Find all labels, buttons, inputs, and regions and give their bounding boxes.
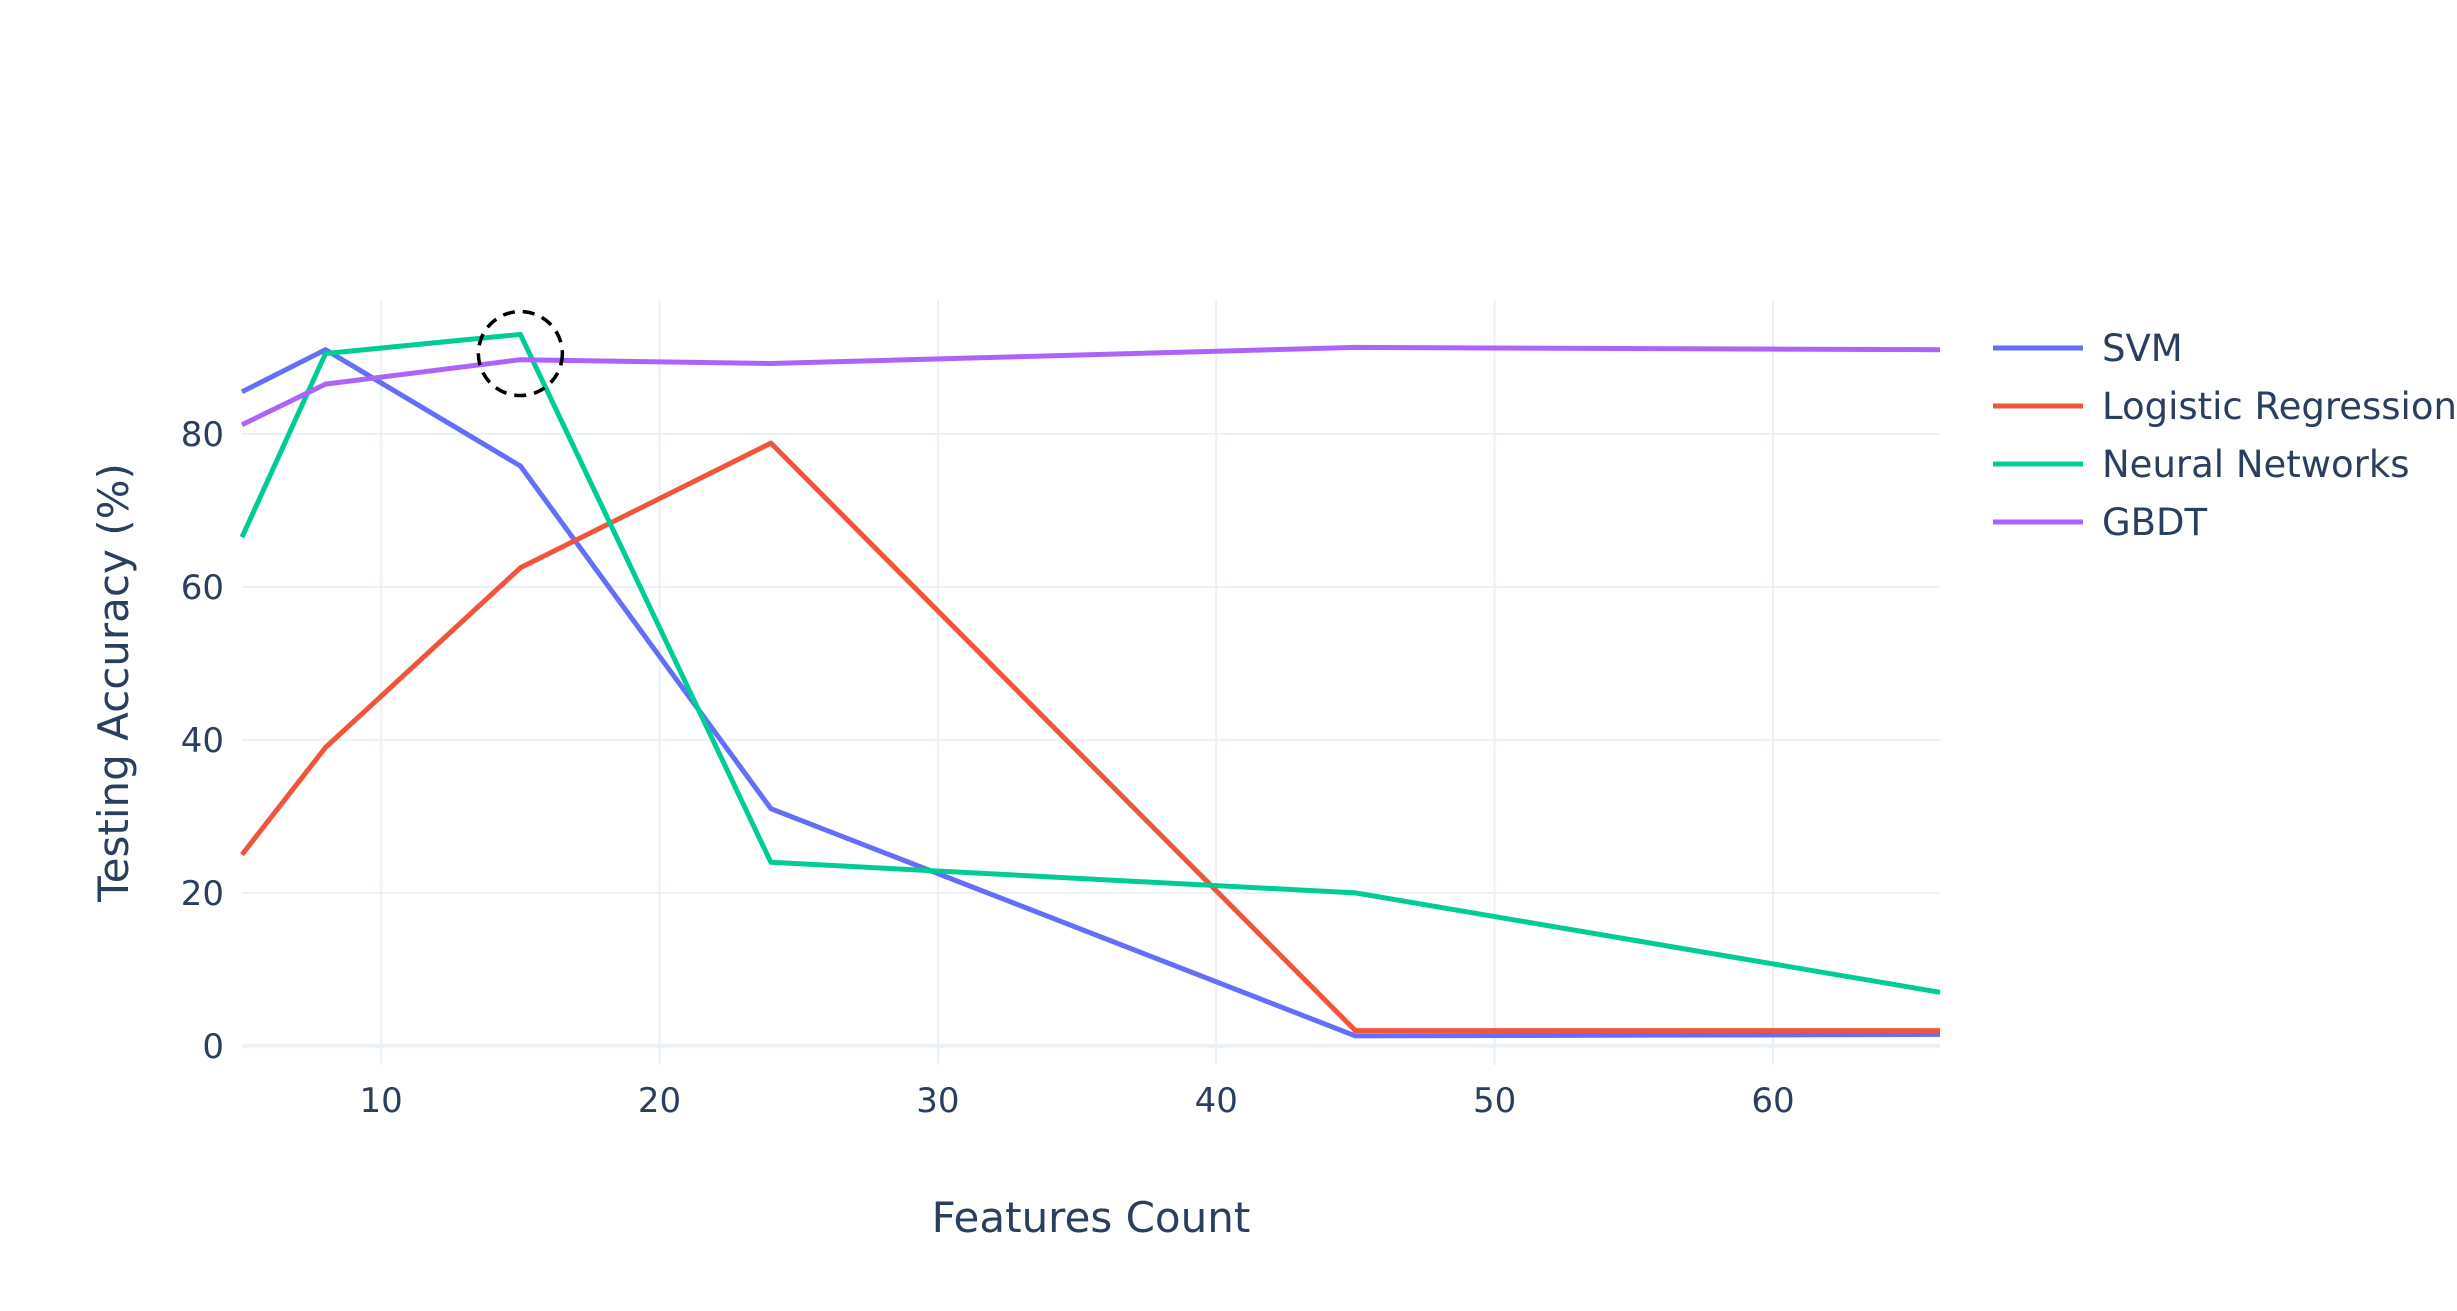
- legend-item[interactable]: Logistic Regression: [1993, 385, 2457, 428]
- x-axis-ticks: 10 20 30 40 50 60: [360, 1081, 1795, 1121]
- legend-item[interactable]: GBDT: [1993, 501, 2208, 544]
- series-line-svm: [240, 347, 1941, 1039]
- legend-label: Logistic Regression: [2102, 385, 2457, 428]
- y-axis-ticks: 0 20 40 60 80: [181, 415, 224, 1067]
- x-tick-label: 60: [1751, 1081, 1794, 1121]
- x-axis-title: Features Count: [932, 1193, 1251, 1242]
- y-tick-label: 0: [202, 1027, 224, 1067]
- y-tick-label: 20: [181, 874, 224, 914]
- y-axis-title: Testing Accuracy (%): [89, 463, 138, 903]
- legend-label: SVM: [2102, 327, 2183, 370]
- y-tick-label: 40: [181, 721, 224, 761]
- x-tick-label: 30: [916, 1081, 959, 1121]
- y-tick-label: 60: [181, 568, 224, 608]
- annotations: [476, 309, 565, 398]
- series-lines: [239, 331, 1941, 1039]
- legend-label: GBDT: [2102, 501, 2208, 544]
- legend: SVM Logistic Regression Neural Networks GBD…: [1993, 327, 2457, 544]
- grid-lines: [242, 300, 1940, 1065]
- x-tick-label: 50: [1473, 1081, 1516, 1121]
- series-line-gbdt: [240, 344, 1941, 427]
- series-line-logistic-regression: [240, 440, 1940, 1034]
- x-tick-label: 20: [638, 1081, 681, 1121]
- legend-label: Neural Networks: [2102, 443, 2410, 486]
- annotation-dashed-circle: [476, 309, 565, 398]
- legend-item[interactable]: Neural Networks: [1993, 443, 2410, 486]
- legend-item[interactable]: SVM: [1993, 327, 2183, 370]
- x-tick-label: 10: [360, 1081, 403, 1121]
- x-tick-label: 40: [1195, 1081, 1238, 1121]
- y-tick-label: 80: [181, 415, 224, 455]
- series-line-neural-networks: [239, 331, 1941, 995]
